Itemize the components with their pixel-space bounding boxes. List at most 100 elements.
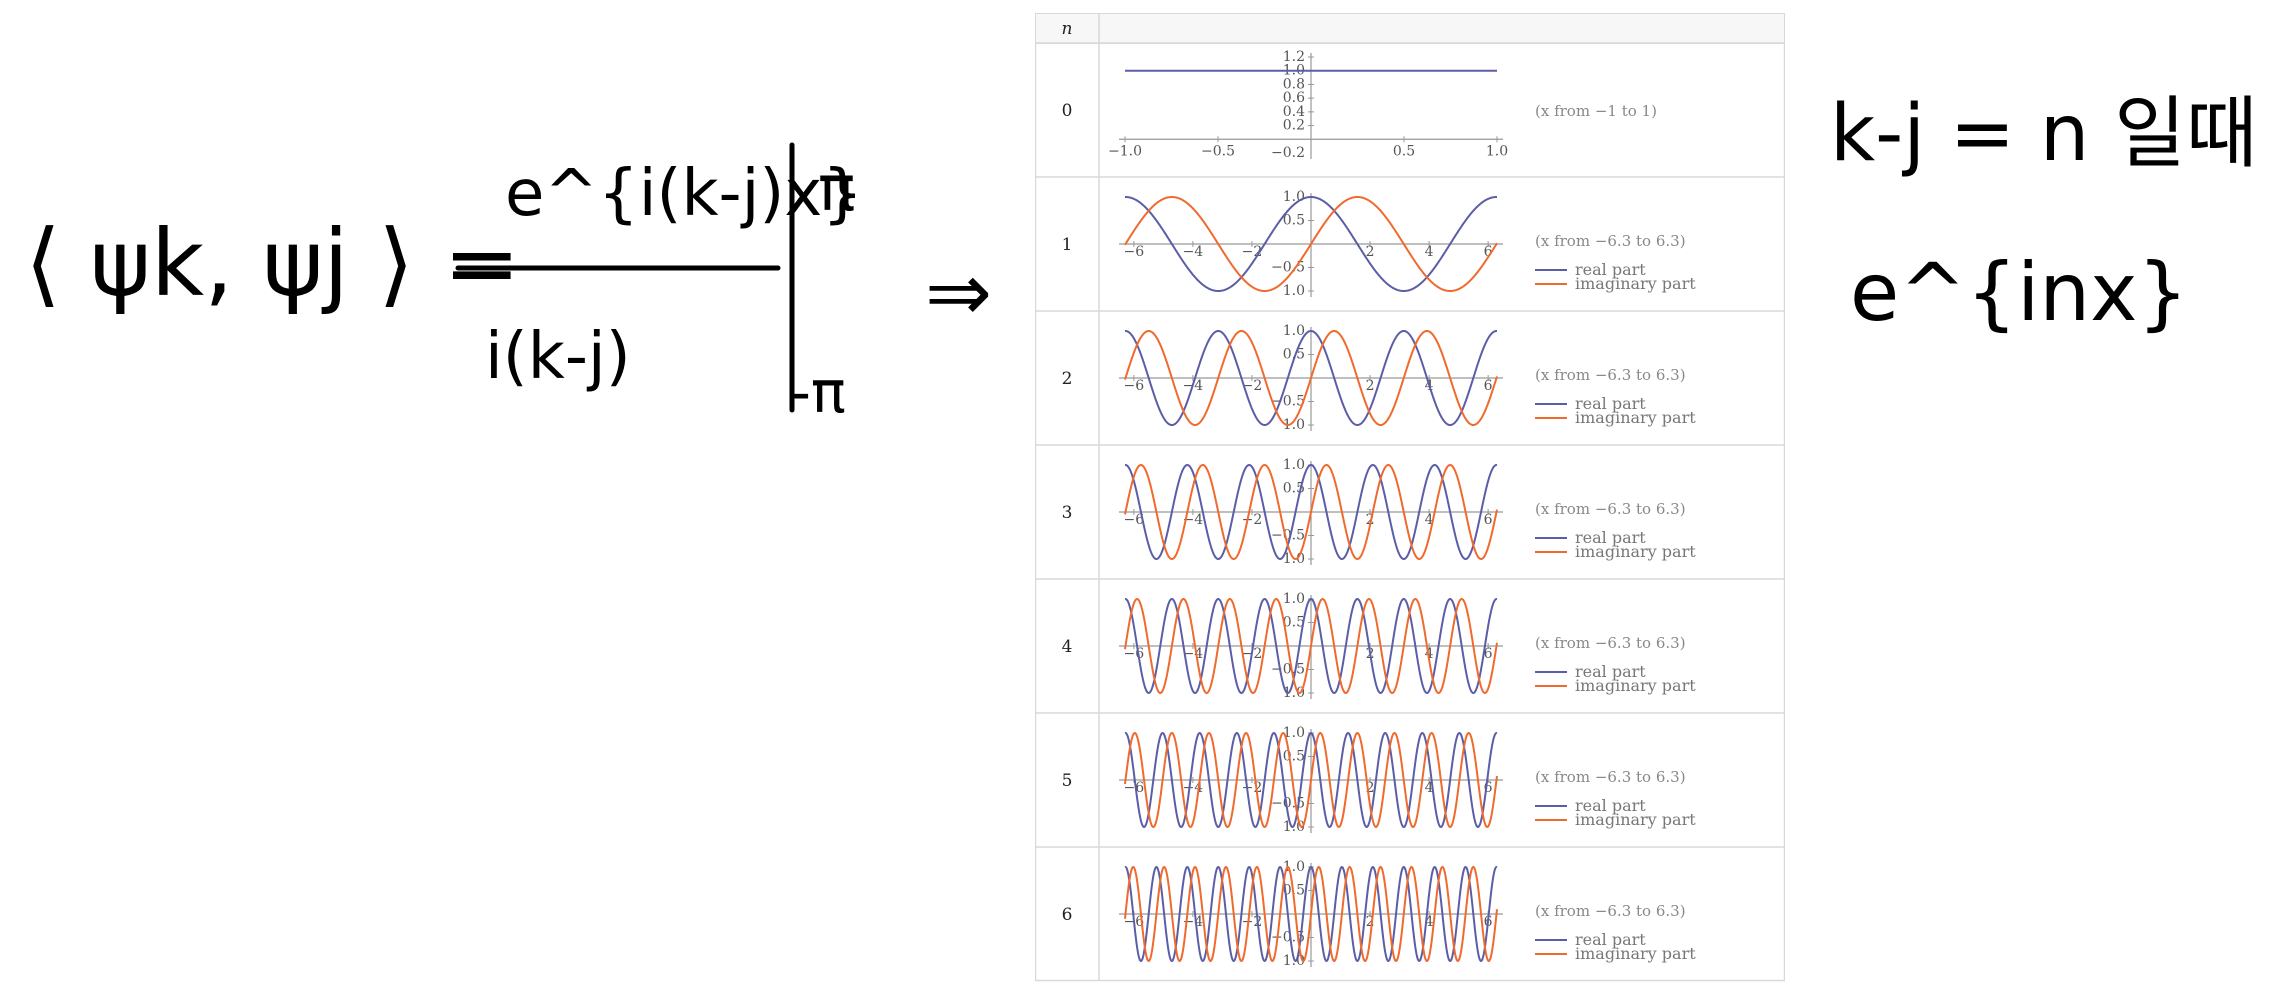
real-part-curve (1124, 865, 1498, 963)
exponential-table-svg: n 0 −1.0 −0.5 0.5 1.0 0.20.40.60.8 1.0 1.2 −0.2 (x… (1035, 13, 1785, 982)
legend-label-imag: imaginary part (1575, 542, 1696, 561)
real-part-curve (1124, 597, 1498, 695)
legend-label-imag: imaginary part (1575, 944, 1696, 963)
range-note: (x from −6.3 to 6.3) (1535, 902, 1686, 920)
x-tick-label: 2 (1366, 780, 1375, 796)
y-tick-label: 1.0 (1283, 859, 1305, 875)
x-tick-label: 1.0 (1486, 143, 1508, 159)
legend-label-real: real part (1575, 930, 1646, 949)
y-tick-label: 1.0 (1283, 725, 1305, 741)
x-tick-label: 4 (1425, 244, 1434, 260)
x-tick-label: −1.0 (1108, 143, 1142, 159)
x-tick-label: −2 (1242, 512, 1263, 528)
imaginary-part-curve (1124, 731, 1498, 829)
legend-label-imag: imaginary part (1575, 676, 1696, 695)
range-note: (x from −1 to 1) (1535, 102, 1657, 120)
table-header (1035, 13, 1785, 44)
x-tick-label: 4 (1425, 780, 1434, 796)
y-tick-label: 0.5 (1283, 347, 1305, 363)
x-tick-label: 6 (1484, 780, 1493, 796)
right-note-line2: e^{inx} (1850, 246, 2188, 339)
range-note: (x from −6.3 to 6.3) (1535, 634, 1686, 652)
real-part-curve (1124, 463, 1498, 561)
right-note-line1: k-j = n 일때 (1830, 89, 2258, 179)
y-tick-label: −0.5 (1271, 528, 1305, 544)
y-tick-label: 1.0 (1283, 417, 1305, 433)
row-n-label: 6 (1062, 905, 1073, 925)
x-tick-label: 0.5 (1393, 143, 1415, 159)
x-tick-label: −4 (1183, 512, 1204, 528)
y-tick-label: 1.0 (1283, 283, 1305, 299)
upper-limit: π (818, 152, 855, 225)
x-tick-label: −6 (1124, 512, 1145, 528)
row-n-label: 3 (1062, 503, 1073, 523)
y-tick-label: 1.0 (1283, 685, 1305, 701)
x-tick-label: 6 (1484, 244, 1493, 260)
range-note: (x from −6.3 to 6.3) (1535, 500, 1686, 518)
y-tick-label: −0.5 (1271, 662, 1305, 678)
real-part-curve (1124, 731, 1498, 829)
row-n-label: 5 (1062, 771, 1073, 791)
y-tick-label: 0.4 (1283, 104, 1305, 120)
x-tick-label: −4 (1183, 244, 1204, 260)
y-tick-label: 0.5 (1283, 749, 1305, 765)
legend-label-imag: imaginary part (1575, 810, 1696, 829)
x-tick-label: 2 (1366, 914, 1375, 930)
y-tick-label: −0.5 (1271, 394, 1305, 410)
y-tick-label: 1.2 (1283, 49, 1305, 65)
imaginary-part-curve (1124, 463, 1498, 561)
y-tick-label: 1.0 (1283, 189, 1305, 205)
x-tick-label: −6 (1124, 244, 1145, 260)
row-n-label: 1 (1062, 235, 1073, 255)
inner-product-lhs: ⟨ ψk, ψj ⟩ = (25, 210, 520, 317)
y-tick-label: 1.0 (1283, 953, 1305, 969)
fraction-numerator: e^{i(k-j)x} (505, 157, 863, 231)
y-tick-label: 0.2 (1283, 118, 1305, 134)
x-tick-label: 2 (1366, 244, 1375, 260)
imaginary-part-curve (1124, 597, 1498, 695)
x-tick-label: −6 (1124, 780, 1145, 796)
exponential-table: n 0 −1.0 −0.5 0.5 1.0 0.2 0.4 0.6 0.8 1.0 1.2 −0.2 (x… (1035, 13, 1785, 987)
x-tick-label: 4 (1425, 914, 1434, 930)
y-tick-label: 1.0 (1283, 323, 1305, 339)
x-tick-label: 6 (1484, 512, 1493, 528)
x-tick-label: 2 (1366, 512, 1375, 528)
range-note: (x from −6.3 to 6.3) (1535, 366, 1686, 384)
row-n-label: 0 (1062, 101, 1073, 121)
legend-label-real: real part (1575, 260, 1646, 279)
x-tick-label: −6 (1124, 646, 1145, 662)
fraction-denominator: i(k-j) (485, 320, 631, 394)
imaginary-part-curve (1124, 865, 1498, 963)
y-tick-label: 0.5 (1283, 615, 1305, 631)
imaginary-part-curve (1124, 196, 1498, 292)
y-tick-label: 1.0 (1283, 591, 1305, 607)
imaginary-part-curve (1124, 329, 1498, 427)
x-tick-label: 6 (1484, 378, 1493, 394)
legend-label-real: real part (1575, 528, 1646, 547)
real-part-curve (1124, 196, 1498, 292)
x-tick-label: 2 (1366, 378, 1375, 394)
row-n-label: 4 (1062, 637, 1073, 657)
range-note: (x from −6.3 to 6.3) (1535, 232, 1686, 250)
legend-label-real: real part (1575, 796, 1646, 815)
legend-label-real: real part (1575, 394, 1646, 413)
real-part-curve (1124, 329, 1498, 427)
x-tick-label: 6 (1484, 646, 1493, 662)
y-tick-label: 1.0 (1283, 457, 1305, 473)
lower-limit: -π (790, 358, 846, 426)
x-tick-label: −6 (1124, 378, 1145, 394)
y-tick-label: −0.5 (1271, 930, 1305, 946)
x-tick-label: −2 (1242, 780, 1263, 796)
range-note: (x from −6.3 to 6.3) (1535, 768, 1686, 786)
x-tick-label: −0.5 (1201, 143, 1235, 159)
y-tick-label: −0.5 (1271, 260, 1305, 276)
legend-label-imag: imaginary part (1575, 274, 1696, 293)
row-n-label: 2 (1062, 369, 1073, 389)
legend-label-imag: imaginary part (1575, 408, 1696, 427)
y-tick-label: 0.6 (1283, 90, 1305, 106)
x-tick-label: 4 (1425, 512, 1434, 528)
implies-arrow: ⇒ (925, 246, 992, 339)
x-tick-label: −4 (1183, 646, 1204, 662)
y-tick-label: 0.8 (1283, 76, 1305, 92)
